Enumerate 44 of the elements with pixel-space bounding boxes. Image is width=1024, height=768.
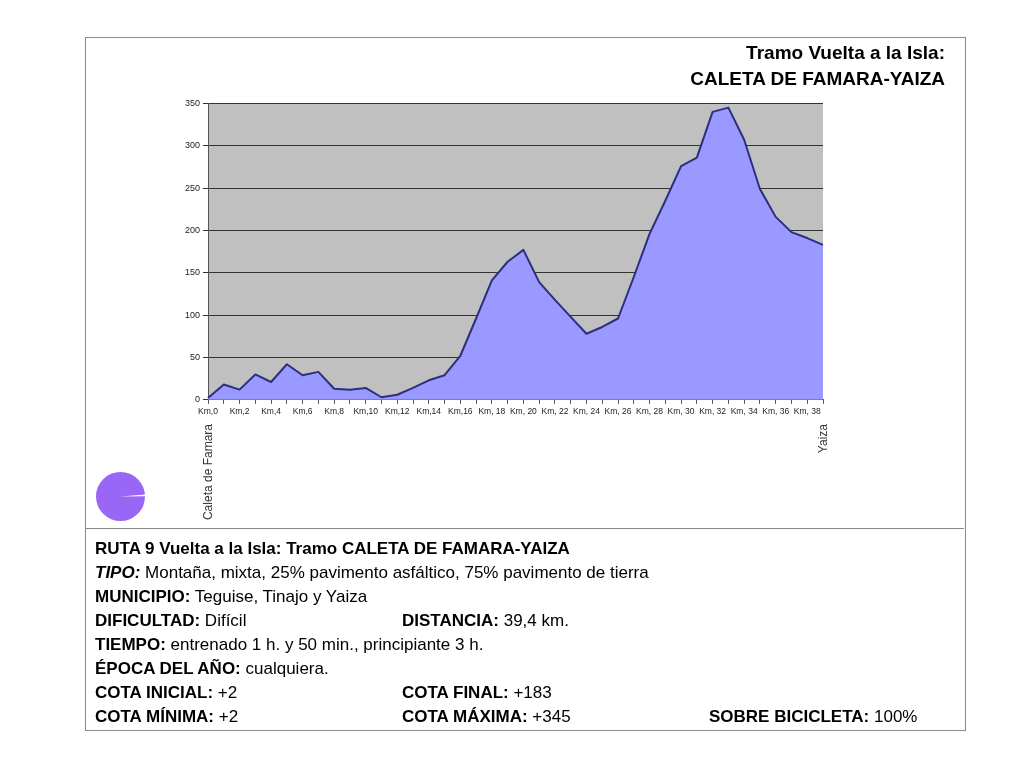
x-tick-label: Km, 34: [730, 406, 758, 417]
x-tick-label: Km, 26: [604, 406, 632, 417]
text: DISTANCIA: 39,4 km.: [402, 611, 569, 630]
x-tick-label: Km,12: [384, 406, 410, 417]
text: COTA MÁXIMA: +345: [402, 707, 571, 726]
text: DIFICULTAD: Difícil: [95, 611, 247, 630]
y-tick-label: 250: [184, 182, 201, 193]
text: Yaiza: [816, 424, 830, 454]
x-tick-label: Km,10: [353, 406, 379, 417]
x-tick-label: Km, 20: [509, 406, 538, 417]
y-tick-label: 100: [184, 309, 201, 320]
x-tick-label: Km,2: [229, 406, 250, 417]
x-tick-label: Km,4: [261, 406, 282, 417]
x-tick-label: Km, 32: [699, 406, 727, 417]
x-tick-label: Km,16: [448, 406, 473, 417]
text: COTA MÍNIMA: +2: [95, 707, 239, 726]
x-tick-label: Km, 18: [478, 406, 506, 417]
y-tick-label: 50: [190, 351, 201, 362]
text: COTA FINAL: +183: [402, 683, 552, 702]
x-tick-label: Km, 38: [793, 406, 821, 417]
text: TIPO: Montaña, mixta, 25% pavimento asfáltico, 75% pavimento de tierra: [95, 563, 649, 582]
text: TIEMPO: entrenado 1 h. y 50 min., principiante 3 h.: [95, 635, 484, 654]
y-tick-label: 0: [195, 394, 201, 405]
chart-subtitle: CALETA DE FAMARA-YAIZA: [690, 68, 945, 90]
text: Caleta de Famara: [201, 424, 216, 521]
text: ÉPOCA DEL AÑO: cualquiera.: [95, 659, 329, 678]
x-tick-label: Km, 28: [636, 406, 664, 417]
text: COTA INICIAL: +2: [95, 683, 238, 702]
y-tick-label: 300: [184, 140, 201, 151]
x-tick-label: Km, 30: [667, 406, 695, 417]
x-tick-label: Km, 36: [762, 406, 790, 417]
text: RUTA 9 Vuelta a la Isla: Tramo CALETA DE FAMARA-YAIZA: [95, 539, 570, 558]
text: MUNICIPIO: Teguise, Tinajo y Yaiza: [95, 587, 368, 606]
x-tick-label: Km,14: [416, 406, 442, 417]
x-tick-label: Km, 22: [541, 406, 569, 417]
x-tick-label: Km,6: [292, 406, 313, 417]
x-tick-label: Km,0: [198, 406, 219, 417]
y-tick-label: 350: [184, 97, 201, 108]
y-tick-label: 200: [184, 224, 201, 235]
text: SOBRE BICICLETA: 100%: [709, 707, 918, 726]
chart-title: Tramo Vuelta a la Isla:: [746, 42, 945, 64]
y-tick-label: 150: [184, 267, 201, 278]
x-tick-label: Km,8: [324, 406, 345, 417]
x-tick-label: Km, 24: [573, 406, 601, 417]
